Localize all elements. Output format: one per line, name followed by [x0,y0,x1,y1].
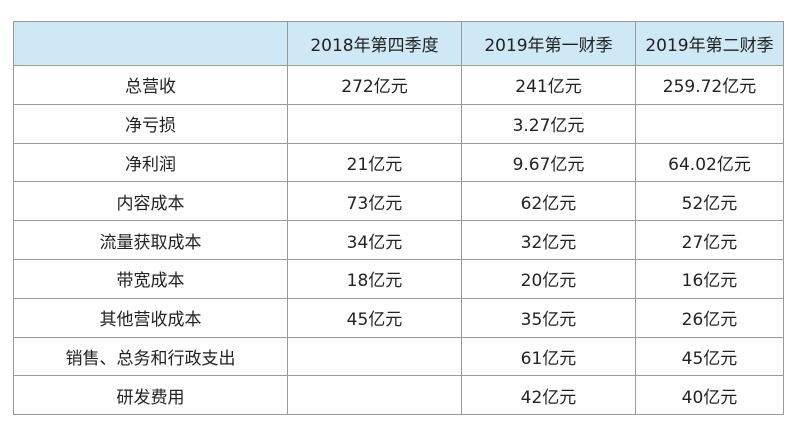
table-row: 净亏损 3.27亿元 [13,103,784,144]
table-row: 流量获取成本 34亿元 32亿元 27亿元 [13,220,784,260]
table-cell: 62亿元 [461,181,636,222]
table-cell: 272亿元 [287,65,462,105]
table-cell: 26亿元 [635,297,784,338]
table-cell: 73亿元 [287,181,462,222]
table-body: 总营收 272亿元 241亿元 259.72亿元 净亏损 3.27亿元 净利润 … [13,65,784,416]
table-cell: 42亿元 [461,375,636,416]
table-row: 带宽成本 18亿元 20亿元 16亿元 [13,258,784,299]
table-cell: 52亿元 [635,181,784,222]
table-row: 内容成本 73亿元 62亿元 52亿元 [13,181,784,222]
table-header: 2018年第四季度 2019年第一财季 2019年第二财季 [13,21,784,66]
table-row: 其他营收成本 45亿元 35亿元 26亿元 [13,297,784,338]
table-cell: 45亿元 [635,336,784,377]
row-label: 带宽成本 [13,258,288,299]
row-label: 研发费用 [13,375,288,416]
header-cell-corner [13,21,288,66]
table-cell [287,336,462,377]
table-cell: 40亿元 [635,375,784,416]
header-cell-2018-q4: 2018年第四季度 [287,21,462,66]
table-cell: 9.67亿元 [461,142,636,183]
row-label: 销售、总务和行政支出 [13,336,288,377]
table-cell: 16亿元 [635,258,784,299]
row-label: 净亏损 [13,103,288,144]
table-cell [287,375,462,416]
financial-table-container: 2018年第四季度 2019年第一财季 2019年第二财季 总营收 272亿元 … [13,21,784,416]
table-cell: 61亿元 [461,336,636,377]
row-label: 净利润 [13,142,288,183]
table-cell [635,103,784,144]
table-cell: 27亿元 [635,220,784,260]
header-row: 2018年第四季度 2019年第一财季 2019年第二财季 [13,21,784,66]
table-cell: 34亿元 [287,220,462,260]
table-row: 净利润 21亿元 9.67亿元 64.02亿元 [13,142,784,183]
table-cell: 259.72亿元 [635,65,784,105]
table-row: 销售、总务和行政支出 61亿元 45亿元 [13,336,784,377]
table-cell: 64.02亿元 [635,142,784,183]
table-cell: 241亿元 [461,65,636,105]
table-cell: 3.27亿元 [461,103,636,144]
header-cell-2019-fq1: 2019年第一财季 [461,21,636,66]
table-cell: 32亿元 [461,220,636,260]
row-label: 流量获取成本 [13,220,288,260]
header-cell-2019-fq2: 2019年第二财季 [635,21,784,66]
table-cell: 20亿元 [461,258,636,299]
row-label: 内容成本 [13,181,288,222]
row-label: 总营收 [13,65,288,105]
table-cell: 21亿元 [287,142,462,183]
financial-table: 2018年第四季度 2019年第一财季 2019年第二财季 总营收 272亿元 … [13,21,784,416]
table-row: 总营收 272亿元 241亿元 259.72亿元 [13,65,784,105]
table-row: 研发费用 42亿元 40亿元 [13,375,784,416]
table-cell: 45亿元 [287,297,462,338]
table-cell: 35亿元 [461,297,636,338]
row-label: 其他营收成本 [13,297,288,338]
table-cell: 18亿元 [287,258,462,299]
table-cell [287,103,462,144]
